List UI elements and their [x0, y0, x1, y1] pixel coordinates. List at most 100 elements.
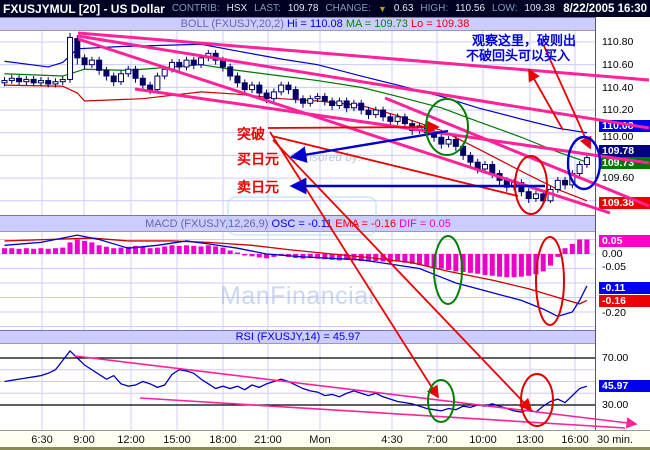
- macd-histogram-bar: [154, 247, 160, 254]
- candle-body: [23, 78, 30, 83]
- time-axis-label: 10:00: [469, 434, 497, 446]
- macd-histogram-bar: [227, 250, 233, 254]
- macd-histogram-bar: [16, 248, 22, 254]
- candlestick-chart[interactable]: [0, 31, 596, 215]
- macd-histogram-bar: [497, 254, 503, 277]
- macd-histogram-bar: [424, 254, 430, 267]
- macd-panel[interactable]: [0, 232, 596, 330]
- candle-body: [554, 179, 561, 190]
- candle-body: [190, 59, 197, 66]
- candle-body: [278, 84, 285, 93]
- candle-body: [263, 92, 270, 100]
- candle-body: [249, 84, 256, 91]
- macd-histogram-bar: [96, 245, 102, 254]
- macd-osc-label: OSC =: [271, 218, 305, 230]
- macd-histogram-bar: [526, 254, 532, 276]
- candle-body: [358, 102, 365, 111]
- macd-histogram-bar: [562, 248, 568, 254]
- macd-histogram-bar: [555, 254, 561, 257]
- macd-histogram-bar: [380, 254, 386, 262]
- boll-hi-label: Hi =: [286, 18, 307, 30]
- candle-body: [241, 82, 248, 91]
- macd-histogram-bar: [242, 254, 248, 256]
- candle-body: [37, 80, 44, 84]
- candle-body: [460, 145, 467, 156]
- candle-body: [67, 36, 74, 80]
- macd-histogram-bar: [198, 246, 204, 254]
- macd-axis-label: 0.00: [602, 248, 623, 260]
- macd-histogram-bar: [169, 245, 175, 254]
- candle-body: [307, 98, 314, 104]
- macd-histogram-bar: [475, 254, 481, 274]
- rsi-panel[interactable]: [0, 344, 596, 430]
- candle-body: [176, 61, 183, 68]
- candle-body: [219, 59, 226, 68]
- macd-axis-label: -0.20: [602, 307, 626, 319]
- macd-histogram-bar: [482, 254, 488, 275]
- rsi-chart[interactable]: [0, 344, 596, 430]
- price-axis-label: 109.38: [599, 197, 650, 209]
- time-axis-label: 16:00: [561, 434, 589, 446]
- last-label: LAST:: [254, 3, 281, 14]
- candle-body: [467, 154, 474, 163]
- change-value: 0.63: [393, 3, 414, 14]
- macd-axis-label: -0.16: [599, 295, 650, 307]
- candle-body: [110, 75, 117, 83]
- candle-body: [198, 57, 205, 66]
- candle-body: [139, 77, 146, 86]
- candle-body: [147, 84, 154, 91]
- price-axis-label: 110.60: [602, 59, 634, 71]
- macd-histogram-bar: [9, 248, 15, 254]
- candle-body: [532, 193, 539, 199]
- price-chart-panel[interactable]: [0, 31, 596, 215]
- macd-histogram-bar: [511, 254, 517, 278]
- macd-histogram-bar: [38, 248, 44, 254]
- candle-body: [81, 57, 88, 66]
- candle-body: [8, 77, 15, 82]
- macd-axis-label: 0.05: [599, 235, 650, 247]
- candle-body: [132, 68, 139, 79]
- time-axis-label: 15:00: [163, 434, 191, 446]
- boll-lo-value: 109.38: [435, 18, 470, 30]
- boll-ma-label: MA =: [345, 18, 372, 30]
- macd-histogram-bar: [45, 248, 51, 254]
- macd-histogram-bar: [569, 243, 575, 254]
- bollinger-header-bar: BOLL (FXUSJY,20,2) Hi = 110.08 MA = 109.…: [0, 17, 650, 31]
- candle-body: [387, 116, 394, 122]
- candle-body: [401, 116, 408, 125]
- candle-body: [256, 84, 263, 94]
- candle-body: [525, 191, 532, 199]
- candle-body: [292, 89, 299, 100]
- macd-histogram-bar: [140, 247, 146, 254]
- time-axis-label: 18:00: [209, 434, 237, 446]
- macd-histogram-bar: [52, 248, 58, 254]
- quote-bar: FXUSJYMUL [20] - US Dollar CONTRIB: HSX …: [0, 0, 650, 17]
- candle-body: [336, 100, 343, 107]
- time-axis-label: 9:00: [73, 434, 95, 446]
- candle-body: [423, 125, 430, 134]
- time-axis-label: 7:00: [426, 434, 448, 446]
- macd-histogram-bar: [373, 254, 379, 261]
- boll-ma-value: 109.73: [374, 18, 408, 30]
- candle-body: [30, 78, 37, 84]
- rsi-axis-label: 45.97: [599, 380, 650, 392]
- candle-body: [452, 139, 459, 147]
- macd-chart[interactable]: [0, 232, 596, 330]
- macd-histogram-bar: [2, 248, 7, 254]
- candle-body: [329, 100, 336, 107]
- candle-body: [583, 157, 590, 165]
- candle-body: [285, 84, 292, 91]
- change-label: CHANGE:: [325, 3, 371, 14]
- candle-body: [59, 78, 66, 83]
- candle-body: [343, 100, 350, 109]
- macd-ema-label: EMA =: [335, 218, 368, 230]
- macd-histogram-bar: [125, 246, 131, 254]
- candle-body: [270, 91, 277, 100]
- candle-body: [96, 59, 103, 71]
- macd-dif-value: 0.05: [429, 218, 451, 230]
- candle-body: [52, 81, 59, 85]
- rsi-title: RSI (FXUSJY,14) = 45.97: [235, 331, 361, 343]
- candle-body: [394, 116, 401, 122]
- macd-histogram-bar: [31, 248, 37, 254]
